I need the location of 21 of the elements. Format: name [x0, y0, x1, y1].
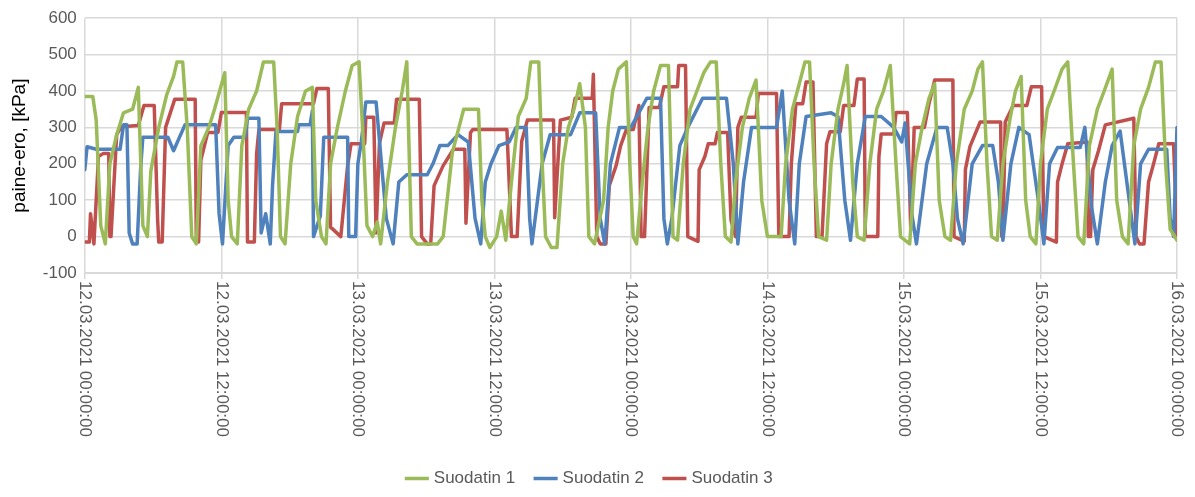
y-tick-label: 0	[67, 226, 77, 246]
legend-label: Suodatin 2	[562, 468, 644, 488]
y-tick-label: 400	[48, 80, 77, 100]
x-tick-label: 12.03.2021 12:00:00	[212, 281, 232, 437]
y-tick-label: 100	[48, 189, 77, 209]
x-tick-label: 15.03.2021 00:00:00	[895, 281, 915, 437]
legend-label: Suodatin 3	[691, 468, 773, 488]
x-tick-label: 16.03.2021 00:00:00	[1168, 281, 1188, 437]
y-tick-label: 500	[48, 44, 77, 64]
x-tick-label: 13.03.2021 00:00:00	[349, 281, 369, 437]
y-axis-title: paine-ero, [kPa]	[7, 78, 29, 213]
x-tick-label: 14.03.2021 12:00:00	[758, 281, 778, 437]
y-tick-label: 600	[48, 7, 77, 27]
y-tick-label: 200	[48, 153, 77, 173]
y-tick-label: 300	[48, 117, 77, 137]
legend-label: Suodatin 1	[433, 468, 516, 488]
x-tick-label: 12.03.2021 00:00:00	[76, 281, 96, 437]
x-tick-label: 15.03.2021 12:00:00	[1031, 281, 1051, 437]
x-tick-label: 14.03.2021 00:00:00	[622, 281, 642, 437]
x-tick-label: 13.03.2021 12:00:00	[485, 281, 505, 437]
y-tick-label: -100	[42, 262, 77, 282]
